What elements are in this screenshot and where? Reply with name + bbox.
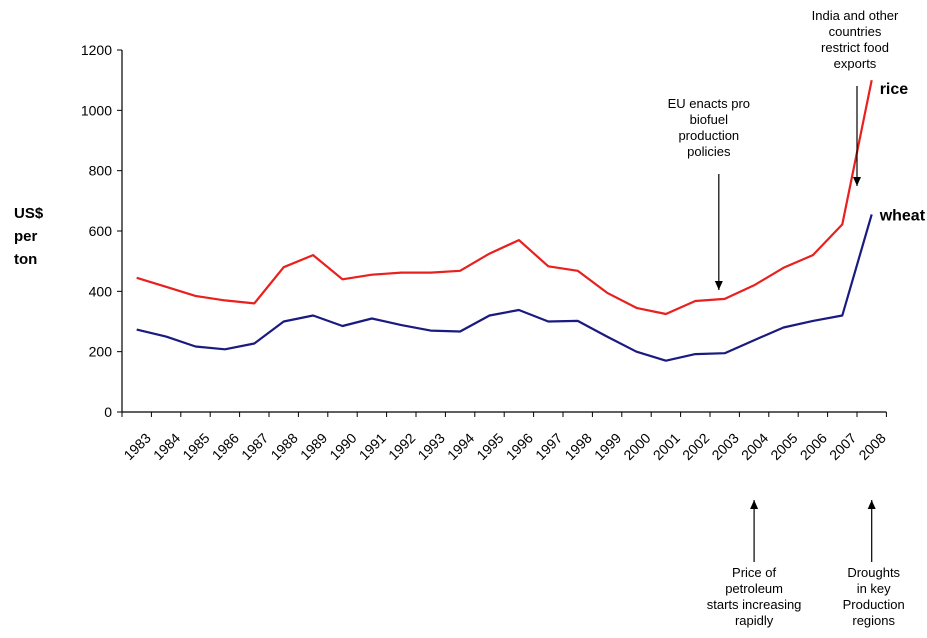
x-tick-label: 1995 [473, 430, 506, 463]
x-tick-label: 1997 [532, 430, 565, 463]
series-label-rice: rice [880, 81, 909, 98]
x-tick-label: 1983 [120, 430, 153, 463]
annotation-text-line: production [678, 128, 739, 143]
annotation-arrow-head [867, 500, 876, 509]
series-labels: rice wheat [879, 81, 926, 224]
x-tick-label: 1989 [297, 430, 330, 463]
annotation-text-line: Price of [732, 565, 776, 580]
y-axis-label-line: ton [14, 251, 37, 268]
y-tick-label: 200 [89, 344, 113, 360]
x-tick-label: 2004 [738, 430, 771, 463]
x-tick-label: 1986 [209, 430, 242, 463]
x-tick-label: 2006 [797, 430, 830, 463]
x-tick-label: 2008 [855, 430, 888, 463]
annotation-text-line: starts increasing [707, 597, 802, 612]
annotation-text-line: exports [834, 56, 877, 71]
x-tick-label: 2003 [708, 430, 741, 463]
series-line-wheat [136, 214, 873, 362]
series-lines [136, 79, 873, 362]
y-axis-label-line: per [14, 228, 38, 245]
y-tick-label: 1200 [81, 42, 112, 58]
x-tick-label: 1998 [561, 430, 594, 463]
annotation-text-line: EU enacts pro [668, 96, 750, 111]
x-tick-label: 1992 [385, 430, 418, 463]
annotation-text-line: regions [852, 613, 895, 628]
y-tick-label: 600 [89, 223, 113, 239]
y-tick-label: 800 [89, 163, 113, 179]
annotation-text-line: in key [857, 581, 891, 596]
series-label-wheat: wheat [879, 207, 926, 224]
axes [117, 49, 887, 417]
annotation-text-line: Droughts [847, 565, 900, 580]
annotation-text-line: India and other [812, 8, 899, 23]
x-tick-label: 1999 [591, 430, 624, 463]
annotation-text-line: policies [687, 144, 731, 159]
x-tick-labels: 1983198419851986198719881989199019911992… [120, 430, 888, 463]
annotation-text-line: Production [843, 597, 905, 612]
x-tick-label: 1987 [238, 430, 271, 463]
annotation-text-line: rapidly [735, 613, 774, 628]
x-tick-label: 1984 [150, 430, 183, 463]
y-tick-label: 0 [104, 404, 112, 420]
annotation-text-line: countries [829, 24, 882, 39]
y-axis-label: US$ per ton [14, 205, 44, 268]
x-tick-label: 2005 [767, 430, 800, 463]
annotation-text-line: restrict food [821, 40, 889, 55]
x-tick-label: 1988 [267, 430, 300, 463]
x-tick-label: 2007 [826, 430, 859, 463]
annotation-text-line: biofuel [690, 112, 728, 127]
x-tick-label: 1993 [414, 430, 447, 463]
x-tick-label: 1994 [444, 430, 477, 463]
y-tick-label: 1000 [81, 102, 112, 118]
annotation-arrow-head [750, 500, 759, 509]
y-tick-labels: 0 200 400 600 800 1000 1200 [81, 42, 112, 420]
y-axis-label-line: US$ [14, 205, 44, 222]
x-tick-label: 2001 [650, 430, 683, 463]
annotation-arrow-head [714, 281, 723, 290]
x-tick-label: 1990 [326, 430, 359, 463]
x-tick-label: 1991 [356, 430, 389, 463]
annotation-arrow-head [853, 177, 861, 186]
x-tick-label: 1996 [503, 430, 536, 463]
series-line-rice [136, 79, 873, 316]
x-tick-label: 1985 [179, 430, 212, 463]
x-tick-label: 2000 [620, 430, 653, 463]
annotation-text-line: petroleum [725, 581, 783, 596]
y-tick-label: 400 [89, 283, 113, 299]
x-tick-label: 2002 [679, 430, 712, 463]
